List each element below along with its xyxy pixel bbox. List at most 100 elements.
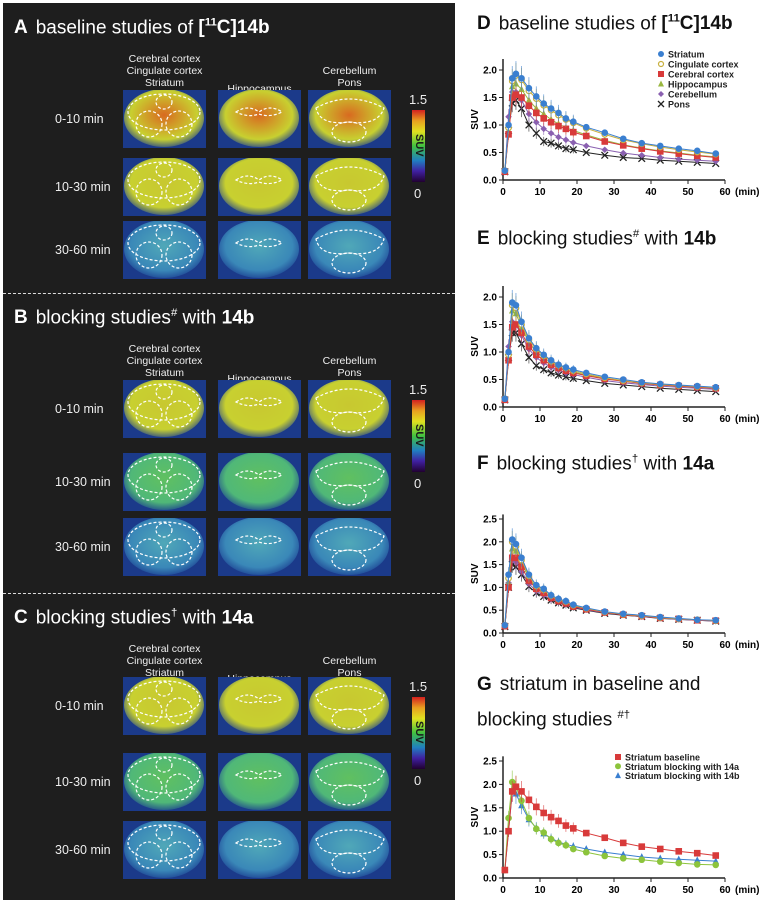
data-point: [533, 109, 540, 117]
data-point: [562, 841, 570, 849]
compound-name: C]14b: [216, 17, 270, 39]
data-point: [505, 584, 512, 591]
data-point: [582, 848, 590, 856]
x-tick-label: 40: [645, 187, 657, 198]
data-point: [540, 585, 547, 593]
column-header: Cerebral cortex Cingulate cortex Striatu…: [126, 343, 203, 379]
data-point: [615, 754, 621, 760]
title-text: blocking studies: [35, 307, 171, 329]
column-header: Cerebellum Pons: [322, 355, 377, 379]
y-tick-label: 1.0: [483, 583, 497, 594]
series-striatum-blocking-with-14a: [501, 770, 720, 874]
pet-brain-image: [123, 158, 206, 216]
isotope-mass: 11: [667, 13, 680, 25]
data-point: [570, 128, 577, 136]
title-superscript: †: [631, 453, 639, 465]
title-text: blocking studies: [496, 453, 632, 475]
data-point: [570, 139, 577, 146]
data-point: [675, 848, 683, 855]
data-point: [693, 382, 701, 390]
data-point: [533, 93, 540, 100]
y-axis-label: SUV: [470, 807, 481, 828]
pet-brain-image: [308, 453, 391, 511]
title-text-mid: with: [177, 607, 222, 629]
data-point: [518, 318, 525, 326]
title-superscript: #†: [617, 709, 631, 721]
time-frame-label: 10-30 min: [55, 775, 111, 789]
legend-entry: Pons: [668, 100, 690, 110]
y-tick-label: 2.0: [483, 537, 497, 548]
y-tick-label: 1.5: [483, 560, 497, 571]
pet-brain-image: [308, 158, 391, 216]
time-frame-label: 30-60 min: [55, 243, 111, 257]
panel-letter: C: [14, 607, 28, 629]
x-tick-label: 60: [719, 640, 731, 651]
data-point: [582, 369, 590, 377]
title-superscript: #: [170, 307, 178, 319]
time-frame-label: 10-30 min: [55, 475, 111, 489]
data-point: [562, 822, 570, 829]
data-point: [619, 610, 627, 618]
y-tick-label: 0.0: [483, 874, 497, 885]
data-point: [540, 115, 547, 122]
data-point: [675, 859, 683, 867]
x-tick-label: 50: [682, 885, 694, 896]
pet-brain-image: [123, 380, 206, 438]
data-point: [582, 148, 591, 157]
x-tick-label: 20: [571, 187, 583, 198]
data-point: [518, 554, 525, 562]
data-point: [638, 151, 646, 159]
section-divider: [3, 293, 455, 294]
data-point: [582, 123, 590, 131]
pet-brain-image: [308, 518, 391, 576]
compound-name: 14a: [682, 453, 715, 475]
colorbar-min-label: 0: [414, 186, 422, 201]
data-point: [658, 80, 664, 87]
data-point: [562, 597, 570, 605]
time-frame-label: 0-10 min: [55, 112, 104, 126]
data-point: [619, 153, 628, 162]
data-point: [547, 369, 555, 377]
data-point: [601, 138, 609, 145]
data-point: [638, 139, 646, 147]
x-tick-label: 40: [645, 414, 657, 425]
data-point: [518, 94, 525, 101]
data-point: [508, 323, 516, 331]
time-frame-label: 0-10 min: [55, 402, 104, 416]
x-tick-label: 20: [571, 640, 583, 651]
colorbar-label: SUV: [413, 424, 425, 447]
data-point: [562, 125, 570, 133]
title-text-mid: with: [177, 307, 222, 329]
y-tick-label: 0.5: [483, 148, 497, 159]
data-point: [539, 365, 548, 374]
data-point: [638, 145, 646, 152]
data-point: [562, 136, 570, 144]
title-line1: striatum in baseline and: [499, 674, 701, 695]
data-point: [512, 554, 520, 562]
data-point: [554, 371, 563, 379]
compound-name: 14b: [683, 228, 717, 250]
legend-entry: Cerebral cortex: [668, 70, 734, 80]
pet-brain-image: [218, 90, 301, 148]
title-text: blocking studies: [497, 228, 633, 250]
time-frame-label: 30-60 min: [55, 843, 111, 857]
pet-brain-image: [123, 221, 206, 279]
panel-letter: D: [477, 13, 491, 35]
x-tick-label: 60: [719, 414, 731, 425]
column-header: Cerebellum Pons: [322, 65, 377, 89]
data-point: [508, 536, 516, 543]
pet-brain-image: [218, 518, 301, 576]
data-point: [582, 604, 590, 612]
y-tick-label: 1.5: [483, 803, 497, 814]
data-point: [539, 137, 548, 146]
data-point: [601, 834, 609, 842]
data-point: [619, 855, 627, 862]
column-header: Cerebellum Pons: [322, 655, 377, 679]
data-point: [712, 861, 720, 869]
data-point: [712, 616, 720, 624]
data-point: [601, 608, 609, 615]
data-point: [675, 145, 683, 152]
title-text: baseline studies of: [35, 17, 199, 39]
